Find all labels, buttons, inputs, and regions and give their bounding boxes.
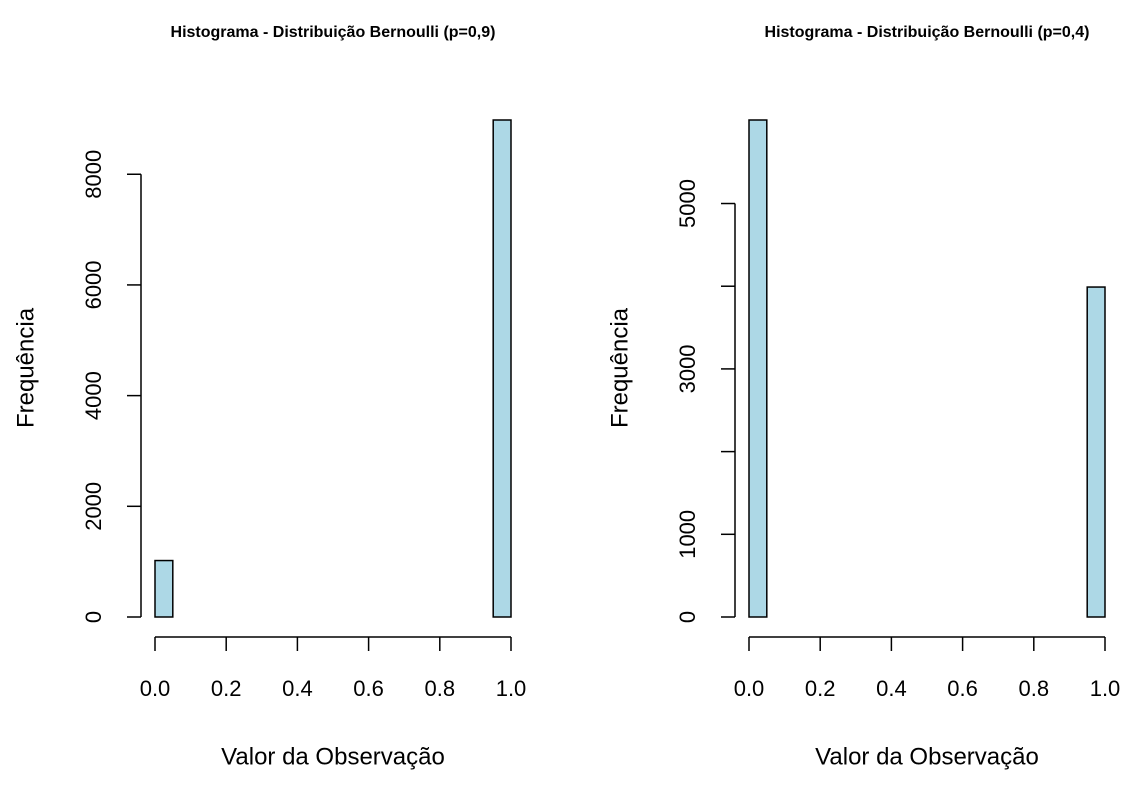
y-tick-label: 0 (675, 611, 700, 623)
y-tick-label: 6000 (81, 260, 106, 309)
y-tick-label: 4000 (81, 371, 106, 420)
y-tick-label: 3000 (675, 344, 700, 393)
chart-title: Histograma - Distribuição Bernoulli (p=0… (171, 24, 496, 41)
x-tick-label: 1.0 (496, 676, 527, 701)
bar (748, 119, 768, 618)
x-tick-label: 0.4 (876, 676, 907, 701)
x-tick-label: 0.2 (805, 676, 836, 701)
y-tick-label: 5000 (675, 179, 700, 228)
x-tick-label: 0.4 (282, 676, 313, 701)
y-tick-label: 1000 (675, 510, 700, 559)
bar (492, 119, 512, 618)
x-tick-label: 0.8 (1019, 676, 1050, 701)
x-tick-label: 0.6 (353, 676, 384, 701)
y-axis-label: Frequência (12, 307, 39, 428)
bar (154, 559, 174, 618)
x-axis-label: Valor da Observação (815, 743, 1039, 770)
x-tick-label: 0.8 (425, 676, 456, 701)
x-tick-label: 1.0 (1090, 676, 1121, 701)
x-tick-label: 0.6 (947, 676, 978, 701)
chart-title: Histograma - Distribuição Bernoulli (p=0… (765, 24, 1090, 41)
x-axis-label: Valor da Observação (221, 743, 445, 770)
x-tick-label: 0.0 (734, 676, 765, 701)
x-tick-label: 0.2 (211, 676, 242, 701)
bar (1086, 286, 1106, 618)
y-tick-label: 0 (81, 611, 106, 623)
y-tick-label: 8000 (81, 150, 106, 199)
y-tick-label: 2000 (81, 482, 106, 531)
x-tick-label: 0.0 (140, 676, 171, 701)
y-axis-label: Frequência (606, 307, 633, 428)
